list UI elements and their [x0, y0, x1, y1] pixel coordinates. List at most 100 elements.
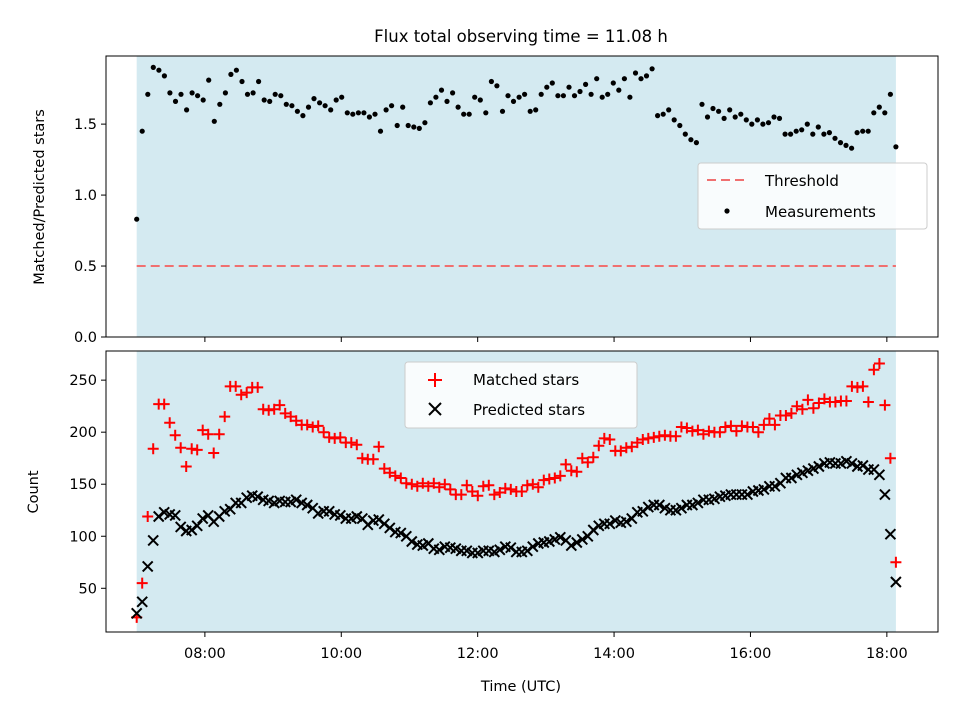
- measurement-point: [161, 73, 167, 79]
- matched-star-point: [730, 425, 742, 437]
- measurement-point: [765, 120, 772, 126]
- matched-star-point: [312, 420, 324, 432]
- matched-star-point: [307, 421, 319, 433]
- measurement-point: [655, 113, 661, 119]
- predicted-star-point: [620, 515, 633, 528]
- measurement-point: [677, 122, 683, 129]
- matched-star-point: [241, 387, 253, 399]
- matched-star-point: [736, 420, 748, 432]
- measurement-point: [743, 117, 749, 123]
- matched-star-point: [725, 420, 737, 432]
- matched-star-point: [862, 396, 874, 408]
- predicted-star-point: [141, 560, 154, 573]
- matched-star-point: [373, 441, 385, 453]
- measurement-point: [704, 114, 711, 120]
- measurement-point: [793, 128, 799, 134]
- measurement-point: [328, 107, 334, 113]
- measurement-point: [799, 127, 805, 133]
- matched-star-point: [785, 407, 797, 419]
- measurement-point: [339, 94, 345, 100]
- matched-star-point: [483, 479, 495, 491]
- bottom-y-axis: 50 100 150 200 250: [69, 373, 106, 597]
- measurement-point: [533, 107, 539, 113]
- predicted-star-point: [323, 505, 335, 518]
- measurement-point: [860, 128, 866, 134]
- matched-star-point: [136, 577, 148, 589]
- predicted-star-point: [769, 480, 781, 493]
- matched-star-point: [318, 426, 330, 438]
- measurement-point: [195, 93, 201, 99]
- top-axes-frame: [105, 55, 939, 338]
- matched-star-point: [202, 428, 214, 440]
- top-panel-title: Flux total observing time = 11.08 h: [374, 27, 668, 46]
- matched-star-point: [857, 380, 869, 392]
- measurement-point: [389, 103, 395, 109]
- measurement-point: [815, 124, 821, 130]
- measurement-point: [738, 111, 744, 117]
- measurement-point: [760, 121, 766, 127]
- measurement-point: [400, 104, 406, 110]
- matched-star-point: [219, 411, 231, 423]
- measurement-point: [832, 135, 838, 141]
- matched-star-point: [367, 453, 379, 465]
- matched-star-point: [230, 380, 242, 392]
- predicted-star-point: [301, 499, 313, 511]
- matched-star-point: [472, 490, 484, 502]
- bottom-x-tick-label: 10:00: [320, 646, 362, 662]
- measurement-point: [682, 131, 688, 137]
- top-y-tick-label: 0.5: [74, 259, 97, 275]
- measurement-point: [167, 90, 173, 96]
- measurement-point: [632, 70, 639, 76]
- matched-star-point: [807, 402, 819, 414]
- predicted-star-point: [675, 502, 688, 514]
- matched-star-point: [301, 419, 313, 431]
- measurement-point: [483, 110, 489, 116]
- matched-star-point: [758, 419, 770, 431]
- matched-star-point: [598, 432, 610, 444]
- measurement-point: [610, 80, 616, 86]
- matched-star-point: [158, 398, 170, 410]
- predicted-star-point: [571, 536, 583, 549]
- measurement-point: [616, 87, 622, 93]
- matched-star-point: [389, 470, 401, 482]
- measurement-point: [134, 216, 140, 222]
- predicted-star-point: [813, 460, 825, 473]
- matched-star-point: [208, 447, 220, 459]
- matched-star-point: [747, 421, 759, 433]
- matched-star-point: [395, 472, 407, 484]
- measurement-point: [776, 115, 783, 121]
- measurement-point: [261, 97, 267, 103]
- predicted-star-point: [846, 457, 858, 470]
- measurement-point: [372, 111, 378, 117]
- measurement-point: [405, 122, 411, 129]
- measurement-points: [134, 64, 899, 222]
- matched-star-point: [780, 410, 792, 421]
- measurement-point: [283, 101, 289, 107]
- legend-threshold-label: Threshold: [764, 172, 839, 190]
- predicted-star-point: [290, 494, 302, 506]
- matched-star-point: [406, 478, 418, 490]
- measurement-point: [344, 110, 350, 116]
- measurement-point: [876, 104, 882, 110]
- matched-star-point: [868, 364, 880, 376]
- predicted-star-point: [554, 531, 567, 544]
- measurement-point: [300, 113, 306, 119]
- matched-star-point: [648, 431, 660, 443]
- measurement-point: [671, 117, 677, 123]
- measurement-point: [727, 107, 733, 113]
- matched-star-point: [560, 458, 572, 470]
- measurement-point: [217, 101, 223, 107]
- measurement-point: [527, 108, 533, 114]
- measurement-point: [477, 97, 483, 103]
- measurement-point: [488, 78, 494, 85]
- predicted-star-point: [879, 488, 891, 501]
- matched-star-point: [719, 421, 731, 433]
- measurement-point: [544, 84, 550, 90]
- measurement-point: [538, 91, 544, 97]
- measurement-point: [588, 91, 594, 97]
- matched-star-point: [752, 426, 764, 438]
- top-y-tick-label: 1.0: [74, 188, 97, 204]
- measurement-point: [366, 114, 372, 120]
- predicted-stars-points: [130, 455, 902, 620]
